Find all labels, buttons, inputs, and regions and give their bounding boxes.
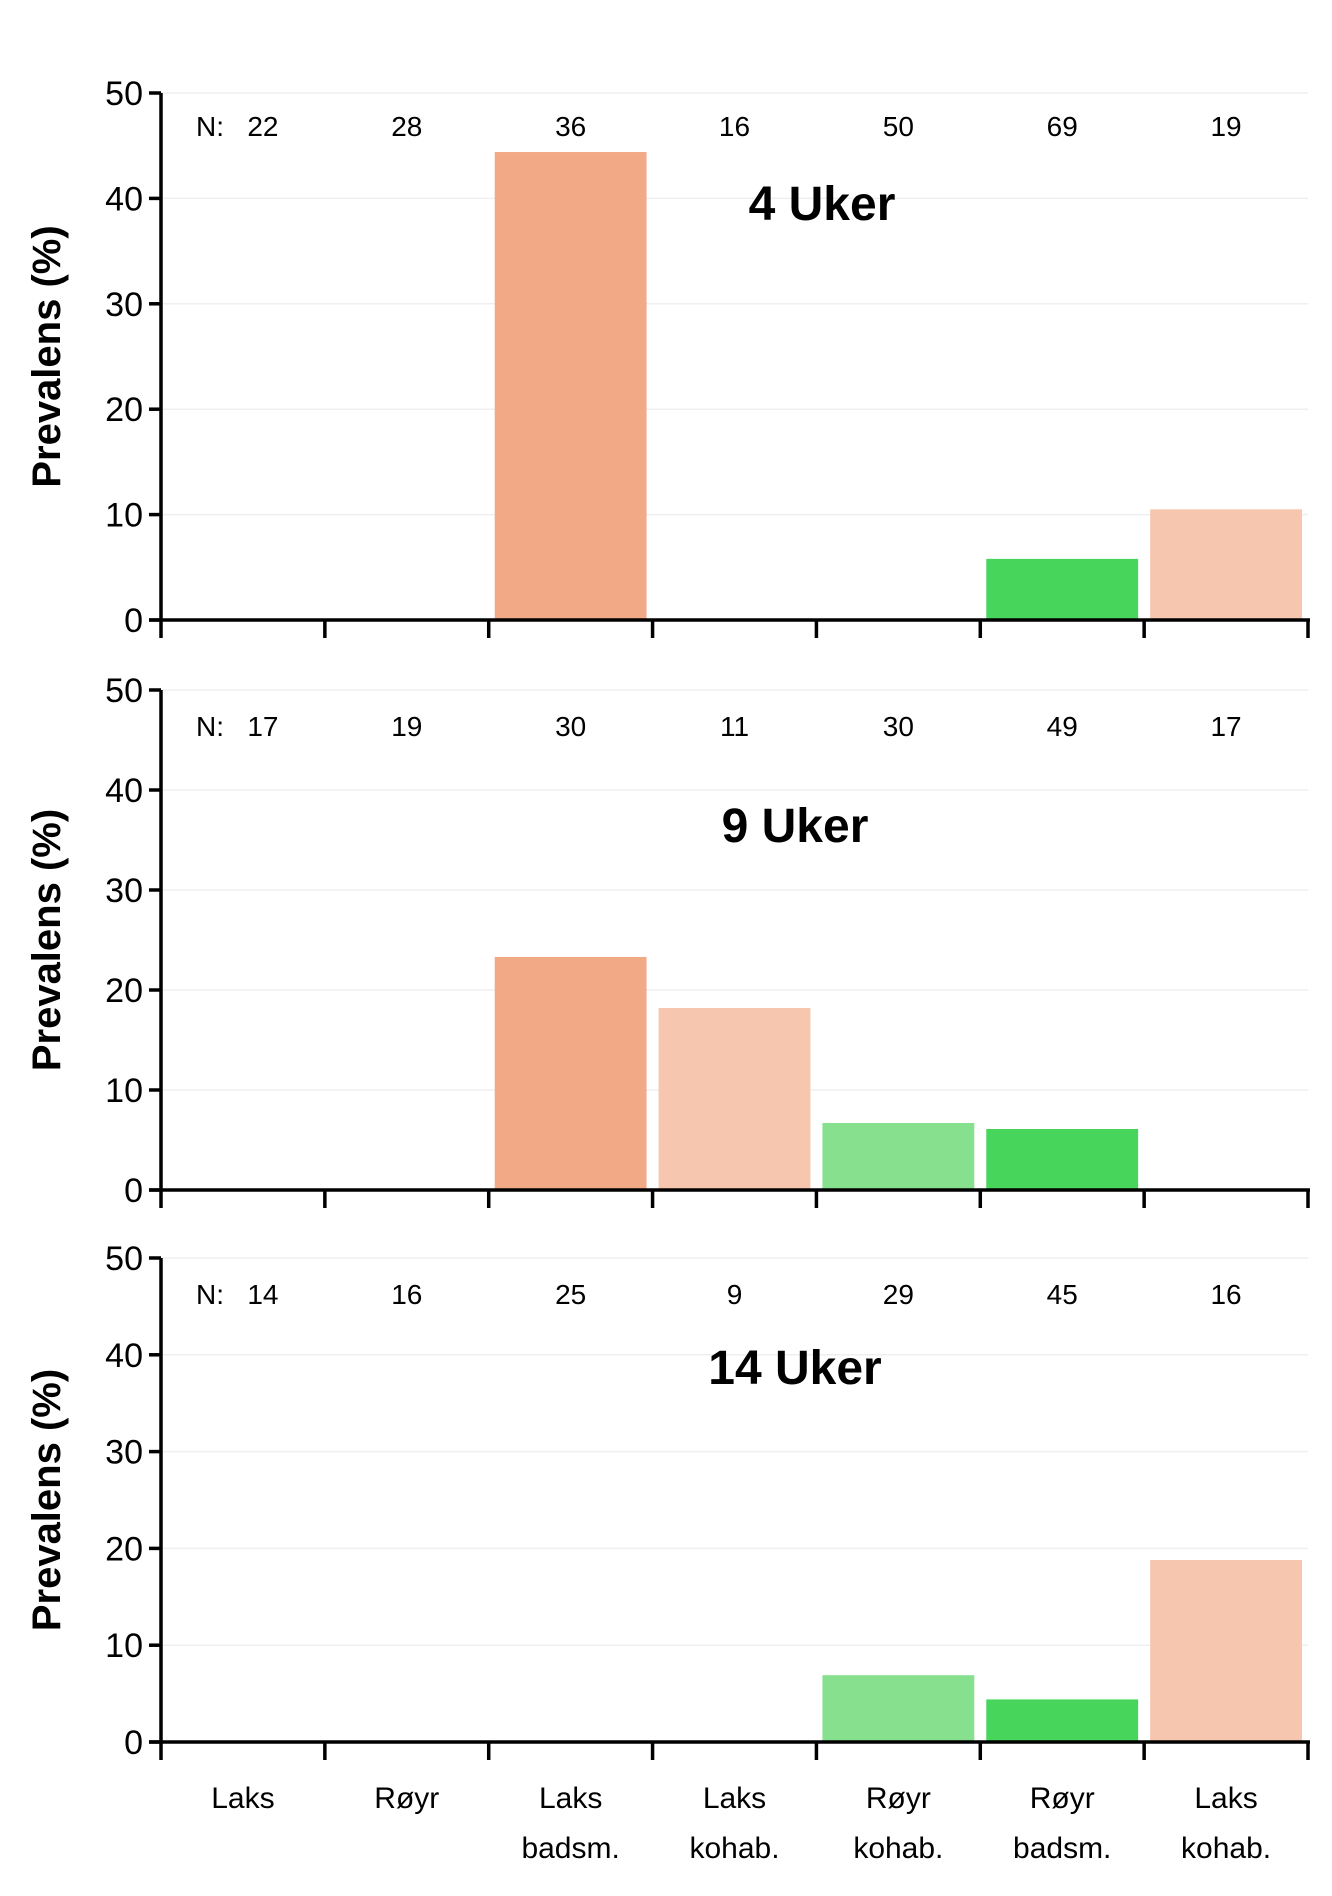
n-prefix-label: N: xyxy=(196,711,224,742)
n-count-label: 25 xyxy=(555,1279,586,1310)
n-count-label: 30 xyxy=(883,711,914,742)
x-category-label: Røyr xyxy=(1030,1782,1095,1815)
y-tick-label: 10 xyxy=(105,497,143,535)
n-count-label: 30 xyxy=(555,711,586,742)
n-count-label: 9 xyxy=(727,1279,743,1310)
y-tick-label: 0 xyxy=(124,1724,143,1762)
y-tick-label: 0 xyxy=(124,602,143,640)
bar xyxy=(822,1123,975,1190)
n-count-label: 45 xyxy=(1047,1279,1078,1310)
y-tick-label: 30 xyxy=(105,872,143,910)
x-category-label: kohab. xyxy=(853,1832,943,1865)
n-count-label: 22 xyxy=(247,111,278,142)
bar xyxy=(658,1008,811,1190)
panel-title: 14 Uker xyxy=(708,1342,881,1395)
bar xyxy=(986,1699,1139,1742)
x-category-label: Laks xyxy=(211,1782,274,1815)
n-count-label: 19 xyxy=(1210,111,1241,142)
y-tick-label: 20 xyxy=(105,972,143,1010)
y-tick-label: 50 xyxy=(105,75,143,113)
bar xyxy=(1150,1560,1302,1742)
y-tick-label: 40 xyxy=(105,772,143,810)
n-count-label: 50 xyxy=(883,111,914,142)
n-count-label: 19 xyxy=(391,711,422,742)
x-category-label: Røyr xyxy=(866,1782,931,1815)
n-count-label: 36 xyxy=(555,111,586,142)
y-tick-label: 40 xyxy=(105,180,143,218)
panel-title: 9 Uker xyxy=(722,800,869,853)
bar xyxy=(494,957,647,1190)
bar xyxy=(986,1129,1139,1190)
x-category-label: Røyr xyxy=(374,1782,439,1815)
x-category-label: kohab. xyxy=(689,1832,779,1865)
x-category-label: Laks xyxy=(1194,1782,1257,1815)
y-tick-label: 50 xyxy=(105,672,143,710)
y-tick-label: 30 xyxy=(105,286,143,324)
y-tick-label: 50 xyxy=(105,1240,143,1278)
n-count-label: 29 xyxy=(883,1279,914,1310)
n-count-label: 69 xyxy=(1047,111,1078,142)
y-tick-label: 0 xyxy=(124,1172,143,1210)
n-count-label: 49 xyxy=(1047,711,1078,742)
n-count-label: 16 xyxy=(391,1279,422,1310)
n-prefix-label: N: xyxy=(196,111,224,142)
x-category-label: Laks xyxy=(703,1782,766,1815)
x-category-label: badsm. xyxy=(521,1832,619,1865)
x-category-label: kohab. xyxy=(1181,1832,1271,1865)
n-count-label: 17 xyxy=(247,711,278,742)
bar xyxy=(494,152,647,621)
bar xyxy=(1150,509,1302,620)
y-tick-label: 40 xyxy=(105,1337,143,1375)
y-axis-label: Prevalens (%) xyxy=(25,225,69,487)
y-tick-label: 30 xyxy=(105,1434,143,1472)
bar xyxy=(822,1675,975,1742)
n-count-label: 16 xyxy=(1210,1279,1241,1310)
panel-title: 4 Uker xyxy=(749,178,896,231)
y-tick-label: 10 xyxy=(105,1627,143,1665)
n-count-label: 17 xyxy=(1210,711,1241,742)
y-tick-label: 20 xyxy=(105,1530,143,1568)
x-category-label: Laks xyxy=(539,1782,602,1815)
n-prefix-label: N: xyxy=(196,1279,224,1310)
y-tick-label: 10 xyxy=(105,1072,143,1110)
bar xyxy=(986,558,1139,620)
n-count-label: 14 xyxy=(247,1279,278,1310)
y-axis-label: Prevalens (%) xyxy=(25,1369,69,1631)
y-tick-label: 20 xyxy=(105,391,143,429)
n-count-label: 11 xyxy=(720,711,749,742)
n-count-label: 16 xyxy=(719,111,750,142)
x-category-label: badsm. xyxy=(1013,1832,1111,1865)
y-axis-label: Prevalens (%) xyxy=(25,809,69,1071)
n-count-label: 28 xyxy=(391,111,422,142)
